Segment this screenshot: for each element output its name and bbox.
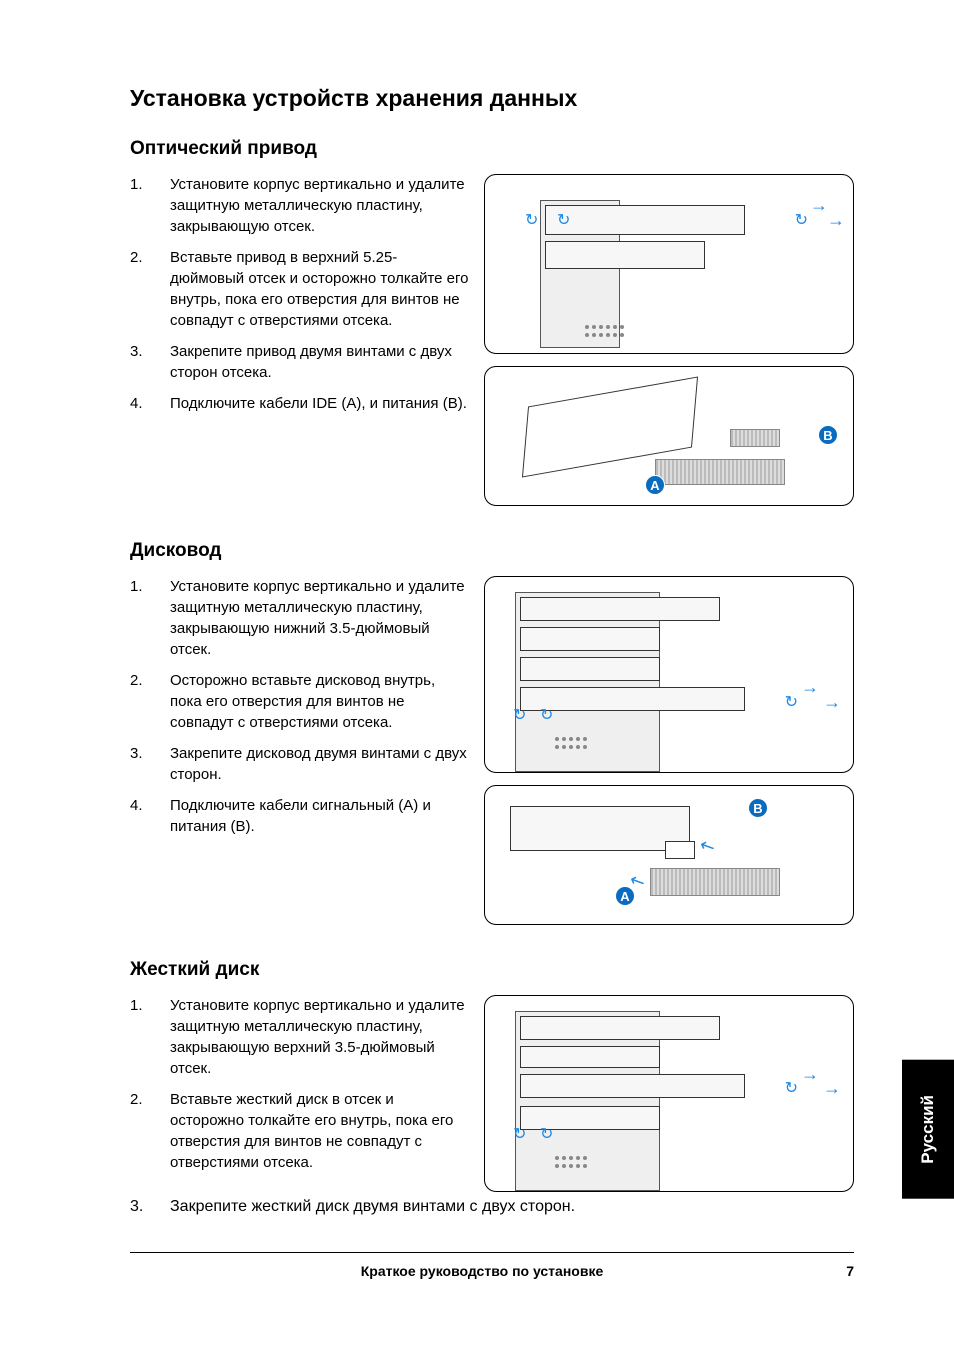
step-number: 2. — [130, 247, 170, 331]
step-number: 4. — [130, 795, 170, 837]
arrow-icon: → — [827, 210, 845, 231]
figure-optical-insert: ↻ ↻ → → ↻ — [484, 174, 854, 354]
footer-title: Краткое руководство по установке — [130, 1263, 834, 1279]
step-text: Закрепите жесткий диск двумя винтами с д… — [170, 1196, 854, 1218]
section-title-hdd: Жесткий диск — [130, 959, 854, 981]
list-item: 2. Осторожно вставьте дисковод внутрь, п… — [130, 670, 470, 733]
main-title: Установка устройств хранения данных — [130, 85, 854, 112]
step-number: 3. — [130, 341, 170, 383]
list-item: 3. Закрепите привод двумя винтами с двух… — [130, 341, 470, 383]
step-text: Установите корпус вертикально и удалите … — [170, 174, 470, 237]
arrow-icon: ↻ — [525, 210, 538, 230]
arrow-icon: ↖ — [696, 834, 719, 859]
page-footer: Краткое руководство по установке 7 — [130, 1252, 854, 1279]
step-text: Осторожно вставьте дисковод внутрь, пока… — [170, 670, 470, 733]
list-item: 3. Закрепите дисковод двумя винтами с дв… — [130, 743, 470, 785]
arrow-icon: → — [810, 195, 828, 216]
arrow-icon: → — [823, 1078, 841, 1099]
arrow-icon: ↻ — [557, 210, 570, 230]
section-hdd: Жесткий диск 1. Установите корпус вертик… — [130, 959, 854, 1218]
step-text: Установите корпус вертикально и удалите … — [170, 576, 470, 660]
step-number: 1. — [130, 995, 170, 1079]
figure-optical-cables: A B — [484, 366, 854, 506]
list-item: 1. Установите корпус вертикально и удали… — [130, 995, 470, 1079]
arrow-icon: ↻ — [540, 1124, 553, 1144]
step-number: 2. — [130, 670, 170, 733]
list-item: 4. Подключите кабели сигнальный (A) и пи… — [130, 795, 470, 837]
label-badge-a: A — [645, 475, 665, 495]
language-tab: Русский — [902, 1060, 954, 1199]
list-item: 3. Закрепите жесткий диск двумя винтами … — [130, 1196, 854, 1218]
step-text: Установите корпус вертикально и удалите … — [170, 995, 470, 1079]
section-title-optical: Оптический привод — [130, 138, 854, 160]
step-text: Подключите кабели сигнальный (A) и питан… — [170, 795, 470, 837]
list-item: 4. Подключите кабели IDE (A), и питания … — [130, 393, 470, 414]
figure-hdd-insert: ↻ ↻ → → ↻ — [484, 995, 854, 1192]
step-number: 1. — [130, 576, 170, 660]
step-number: 3. — [130, 743, 170, 785]
label-badge-a: A — [615, 886, 635, 906]
step-number: 4. — [130, 393, 170, 414]
arrow-icon: ↻ — [513, 1124, 526, 1144]
section-title-floppy: Дисковод — [130, 540, 854, 562]
figure-floppy-cables: ↖ ↖ A B — [484, 785, 854, 925]
label-badge-b: B — [748, 798, 768, 818]
list-item: 1. Установите корпус вертикально и удали… — [130, 174, 470, 237]
figure-floppy-insert: ↻ ↻ → → ↻ — [484, 576, 854, 773]
step-text: Закрепите дисковод двумя винтами с двух … — [170, 743, 470, 785]
list-item: 2. Вставьте привод в верхний 5.25-дюймов… — [130, 247, 470, 331]
arrow-icon: ↻ — [540, 705, 553, 725]
arrow-icon: ↻ — [785, 1078, 798, 1098]
step-text: Вставьте привод в верхний 5.25-дюймовый … — [170, 247, 470, 331]
section-floppy: Дисковод 1. Установите корпус вертикальн… — [130, 540, 854, 925]
step-text: Подключите кабели IDE (A), и питания (B)… — [170, 393, 470, 414]
step-text: Вставьте жесткий диск в отсек и осторожн… — [170, 1089, 470, 1173]
arrow-icon: → — [823, 692, 841, 713]
arrow-icon: ↻ — [785, 692, 798, 712]
arrow-icon: ↻ — [795, 210, 808, 230]
step-number: 1. — [130, 174, 170, 237]
section-optical: Оптический привод 1. Установите корпус в… — [130, 138, 854, 506]
step-number: 3. — [130, 1196, 170, 1218]
label-badge-b: B — [818, 425, 838, 445]
arrow-icon: → — [801, 1064, 819, 1085]
step-text: Закрепите привод двумя винтами с двух ст… — [170, 341, 470, 383]
page-number: 7 — [834, 1263, 854, 1279]
list-item: 2. Вставьте жесткий диск в отсек и остор… — [130, 1089, 470, 1173]
arrow-icon: → — [801, 677, 819, 698]
step-number: 2. — [130, 1089, 170, 1173]
arrow-icon: ↻ — [513, 705, 526, 725]
list-item: 1. Установите корпус вертикально и удали… — [130, 576, 470, 660]
